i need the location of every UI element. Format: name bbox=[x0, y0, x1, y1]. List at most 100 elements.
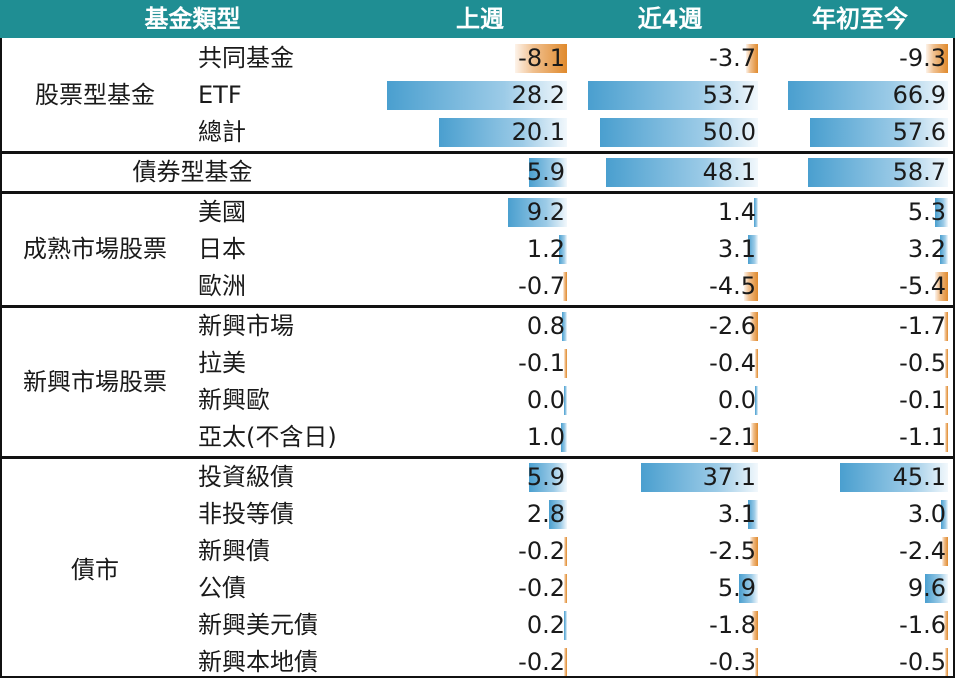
value-cell: 48.1 bbox=[702, 158, 756, 186]
table-bottom-border bbox=[0, 676, 955, 678]
group-label: 新興市場股票 bbox=[23, 368, 167, 396]
value-cell: -1.6 bbox=[899, 611, 946, 639]
value-cell: -0.7 bbox=[518, 272, 565, 300]
value-bar bbox=[788, 81, 948, 110]
value-bar bbox=[840, 463, 948, 492]
value-bar bbox=[599, 118, 758, 147]
value-cell: -0.1 bbox=[518, 349, 565, 377]
value-cell: -0.4 bbox=[709, 349, 756, 377]
value-bar bbox=[945, 349, 948, 378]
value-cell: 3.1 bbox=[717, 500, 756, 528]
value-bar bbox=[935, 198, 948, 227]
value-cell: -2.6 bbox=[709, 312, 756, 340]
value-cell: 45.1 bbox=[892, 463, 946, 491]
value-bar bbox=[564, 349, 567, 378]
row-label: 新興債 bbox=[198, 537, 270, 565]
value-bar bbox=[564, 574, 567, 603]
group-label: 成熟市場股票 bbox=[23, 235, 167, 263]
value-bar bbox=[945, 648, 948, 677]
value-cell: 0.8 bbox=[526, 312, 565, 340]
value-bar bbox=[746, 44, 758, 73]
value-cell: -0.5 bbox=[899, 349, 946, 377]
value-cell: 1.4 bbox=[717, 198, 756, 226]
value-cell: -1.1 bbox=[899, 423, 946, 451]
value-bar bbox=[564, 537, 567, 566]
value-cell: 3.2 bbox=[907, 235, 946, 263]
value-cell: -0.5 bbox=[899, 648, 946, 676]
value-cell: 9.6 bbox=[907, 574, 946, 602]
table-right-border bbox=[953, 38, 955, 678]
value-cell: 1.2 bbox=[526, 235, 565, 263]
value-cell: 37.1 bbox=[702, 463, 756, 491]
value-bar bbox=[943, 312, 948, 341]
row-label: 非投等債 bbox=[198, 500, 294, 528]
row-label: 新興歐 bbox=[198, 386, 270, 414]
value-bar bbox=[549, 500, 567, 529]
group-separator bbox=[0, 456, 955, 459]
value-cell: -9.3 bbox=[899, 44, 946, 72]
value-cell: 53.7 bbox=[702, 81, 756, 109]
value-cell: 0.0 bbox=[526, 386, 565, 414]
value-bar bbox=[508, 198, 567, 227]
value-cell: -8.1 bbox=[518, 44, 565, 72]
group-label: 股票型基金 bbox=[35, 81, 155, 109]
value-bar bbox=[560, 423, 567, 452]
group-separator bbox=[0, 151, 955, 154]
row-label: ETF bbox=[198, 81, 242, 109]
value-bar bbox=[944, 611, 948, 640]
table-header: 基金類型 上週 近4週 年初至今 bbox=[0, 0, 955, 38]
value-bar bbox=[588, 81, 758, 110]
value-bar bbox=[515, 44, 567, 73]
value-bar bbox=[564, 648, 567, 677]
value-cell: -0.1 bbox=[899, 386, 946, 414]
value-bar bbox=[561, 312, 567, 341]
value-cell: 66.9 bbox=[892, 81, 946, 109]
value-cell: 9.2 bbox=[526, 198, 565, 226]
row-label: 新興美元債 bbox=[198, 611, 318, 639]
value-cell: -2.5 bbox=[709, 537, 756, 565]
value-bar bbox=[387, 81, 567, 110]
value-cell: -2.1 bbox=[709, 423, 756, 451]
header-week: 上週 bbox=[456, 5, 504, 33]
value-cell: -3.7 bbox=[709, 44, 756, 72]
value-cell: 0.2 bbox=[526, 611, 565, 639]
value-bar bbox=[743, 272, 758, 301]
value-bar bbox=[935, 272, 948, 301]
value-bar bbox=[559, 235, 567, 264]
value-bar bbox=[940, 235, 948, 264]
value-bar bbox=[753, 198, 758, 227]
value-bar bbox=[562, 272, 567, 301]
value-cell: 2.8 bbox=[526, 500, 565, 528]
value-cell: 5.9 bbox=[526, 158, 565, 186]
row-label: 日本 bbox=[198, 235, 246, 263]
value-bar bbox=[749, 312, 758, 341]
value-bar bbox=[751, 423, 758, 452]
value-cell: -5.4 bbox=[899, 272, 946, 300]
value-cell: -0.3 bbox=[709, 648, 756, 676]
value-bar bbox=[739, 574, 758, 603]
value-cell: 5.9 bbox=[526, 463, 565, 491]
value-cell: 1.0 bbox=[526, 423, 565, 451]
value-cell: 5.9 bbox=[717, 574, 756, 602]
value-cell: 28.2 bbox=[511, 81, 565, 109]
value-bar bbox=[755, 386, 758, 415]
value-bar bbox=[529, 158, 567, 187]
value-bar bbox=[750, 537, 758, 566]
row-label: 亞太(不含日) bbox=[198, 423, 337, 451]
value-cell: 5.3 bbox=[907, 198, 946, 226]
value-cell: -0.2 bbox=[518, 648, 565, 676]
value-cell: 3.0 bbox=[907, 500, 946, 528]
value-bar bbox=[942, 537, 948, 566]
row-label: 共同基金 bbox=[198, 44, 294, 72]
value-bar bbox=[748, 235, 758, 264]
value-cell: 3.1 bbox=[717, 235, 756, 263]
value-bar bbox=[940, 500, 948, 529]
value-cell: -0.2 bbox=[518, 537, 565, 565]
value-cell: 0.0 bbox=[717, 386, 756, 414]
header-four-weeks: 近4週 bbox=[637, 5, 703, 33]
value-bar bbox=[605, 158, 758, 187]
group-label: 債市 bbox=[71, 556, 119, 584]
value-bar bbox=[925, 574, 948, 603]
value-bar bbox=[640, 463, 758, 492]
row-label: 美國 bbox=[198, 198, 246, 226]
